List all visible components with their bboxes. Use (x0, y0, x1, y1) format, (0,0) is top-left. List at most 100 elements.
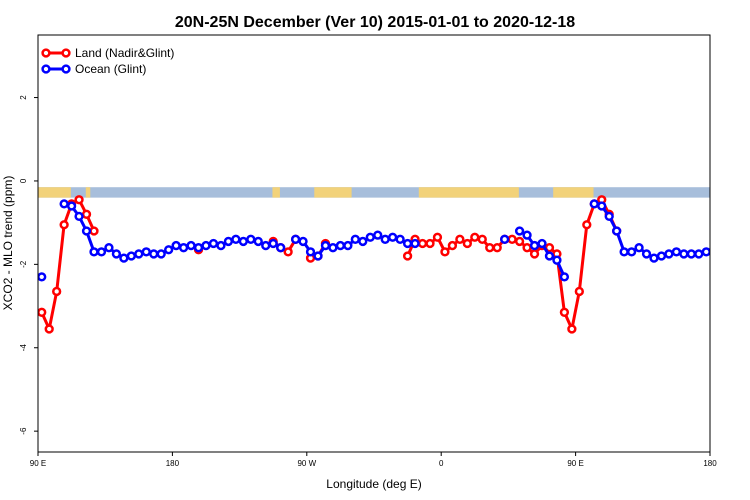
data-point (134, 249, 144, 259)
data-point (149, 249, 159, 259)
x-tick-label: 180 (166, 459, 180, 468)
chart-title: 20N-25N December (Ver 10) 2015-01-01 to … (175, 14, 575, 31)
series-ocean (38, 199, 710, 282)
data-point (492, 243, 502, 253)
map-band-land (38, 187, 71, 198)
y-tick-label: -6 (19, 427, 28, 435)
data-point (283, 247, 293, 257)
data-point (328, 243, 338, 253)
data-point (417, 238, 428, 249)
map-band-land (553, 187, 594, 198)
data-point (522, 243, 532, 253)
data-point (52, 286, 62, 297)
data-point (402, 251, 413, 261)
map-band-ocean (38, 187, 710, 198)
data-point (522, 230, 532, 240)
data-point (402, 238, 413, 249)
x-tick-label: 90 E (567, 459, 583, 468)
data-point (119, 253, 129, 263)
data-point (104, 243, 114, 253)
legend-marker (61, 64, 71, 74)
x-tick-label: 180 (703, 459, 717, 468)
data-point (216, 240, 226, 251)
data-point (290, 234, 301, 244)
data-point (44, 324, 54, 334)
data-point (559, 307, 570, 317)
data-point (358, 236, 368, 247)
data-point (38, 272, 47, 282)
data-point (343, 240, 353, 251)
data-point (537, 238, 547, 249)
data-point (246, 234, 256, 244)
data-point (679, 249, 689, 259)
map-band-land (272, 187, 280, 198)
x-tick-label: 90 E (30, 459, 46, 468)
data-point (440, 247, 450, 257)
data-point (559, 272, 570, 282)
data-point (66, 201, 77, 211)
data-point (552, 255, 562, 265)
data-point (365, 232, 375, 242)
y-tick-label: 0 (19, 178, 28, 183)
legend: Land (Nadir&Glint) Ocean (Glint) (41, 46, 174, 76)
data-point (268, 238, 278, 249)
data-point (507, 234, 517, 244)
data-point (74, 211, 84, 222)
data-point (96, 247, 107, 257)
data-point (111, 249, 122, 259)
x-tick-label: 0 (439, 459, 444, 468)
data-point (529, 240, 540, 251)
x-axis-label: Longitude (deg E) (326, 477, 421, 491)
data-point (335, 240, 346, 251)
legend-marker (41, 48, 51, 58)
data-point (485, 243, 495, 253)
data-point (425, 238, 435, 249)
data-point (626, 247, 637, 257)
map-band-land (314, 187, 352, 198)
map-band-land (85, 187, 91, 198)
data-point (164, 245, 174, 255)
data-point (455, 234, 465, 244)
data-point (298, 236, 308, 247)
data-point (59, 220, 69, 230)
data-point (612, 226, 622, 236)
data-point (186, 240, 196, 251)
y-tick-label: -4 (19, 344, 28, 352)
data-point (320, 240, 331, 251)
data-point (89, 247, 99, 257)
data-point (208, 238, 219, 249)
data-point (641, 249, 652, 259)
data-point (395, 234, 405, 244)
data-point (201, 240, 211, 251)
map-band-land (418, 187, 519, 198)
data-point (126, 251, 136, 261)
data-point (350, 234, 360, 244)
data-point (171, 240, 181, 251)
y-tick-label: -2 (19, 260, 28, 268)
data-point (178, 243, 189, 253)
data-point (597, 201, 607, 211)
data-point (619, 247, 629, 257)
data-point (81, 226, 92, 236)
data-point (380, 234, 390, 244)
data-point (604, 211, 614, 222)
data-point (500, 234, 510, 244)
data-point (432, 232, 443, 242)
data-point (529, 249, 540, 259)
data-point (686, 249, 696, 259)
data-point (567, 324, 577, 334)
map-band (38, 187, 710, 198)
data-point (514, 236, 525, 247)
data-point (410, 238, 420, 249)
data-point (388, 232, 398, 242)
data-point (514, 226, 525, 236)
data-point (574, 286, 584, 297)
data-point (470, 232, 480, 242)
data-point (223, 236, 234, 247)
data-point (447, 240, 458, 251)
series-land (38, 195, 622, 334)
data-point (477, 234, 487, 244)
data-point (582, 220, 592, 230)
data-point (261, 240, 271, 251)
